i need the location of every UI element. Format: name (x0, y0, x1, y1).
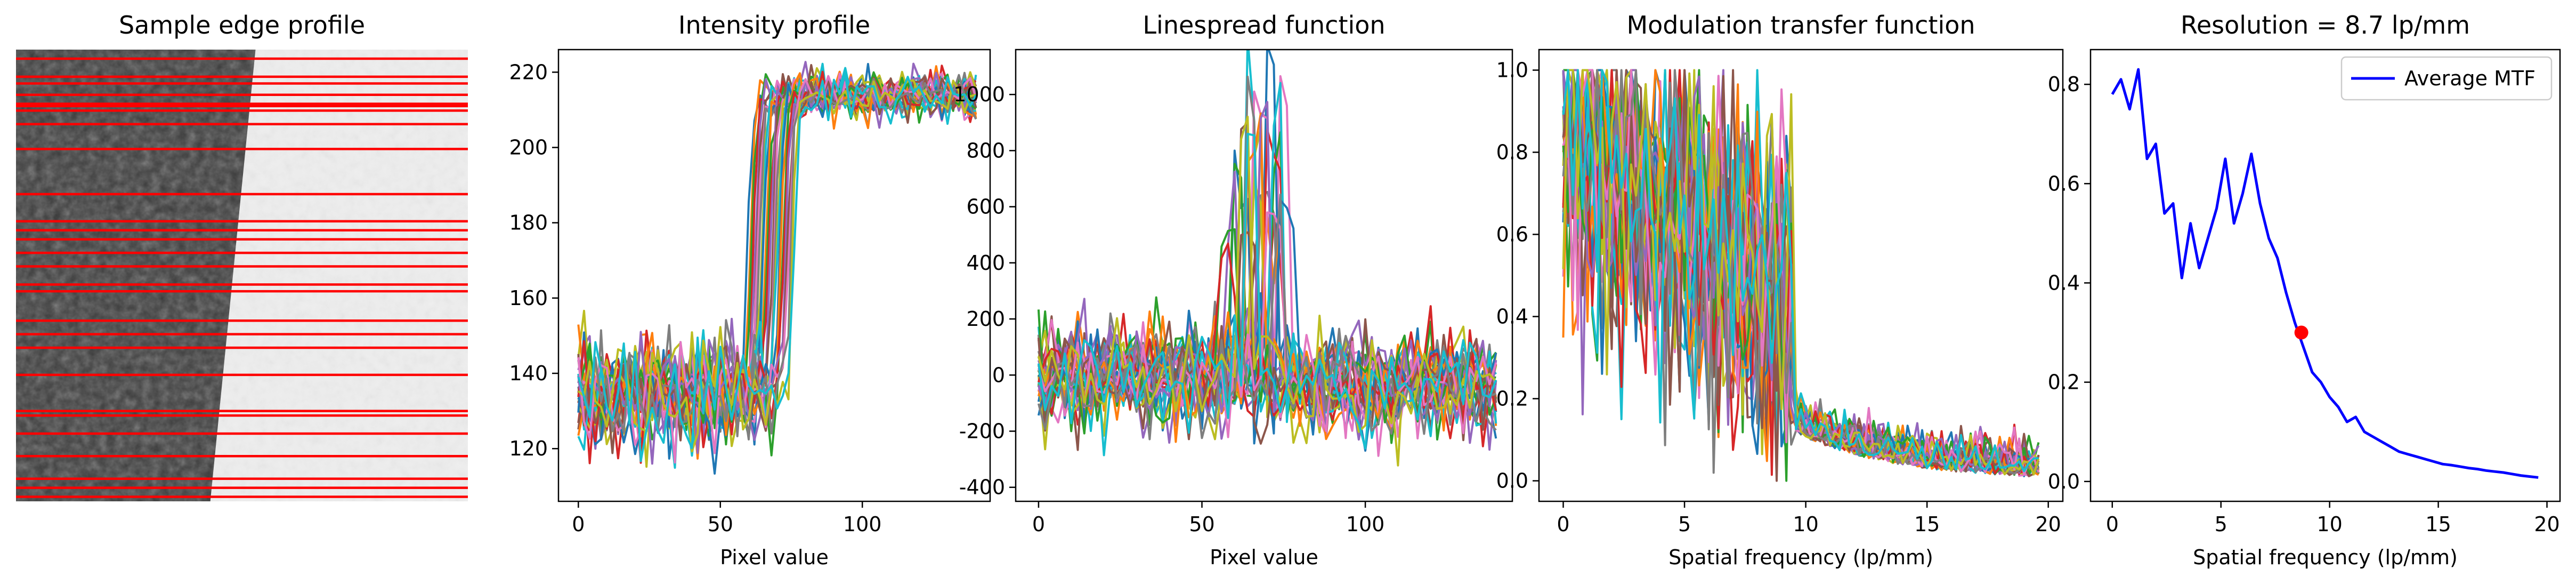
intensity-series-line (577, 75, 977, 464)
y-tick-label: 0.0 (1496, 469, 1528, 493)
mtf-series-line (1562, 69, 2040, 476)
x-tick-label: 0 (2106, 513, 2119, 536)
y-tick-label: 0.0 (2048, 470, 2080, 493)
y-tick-label: 0.2 (1496, 387, 1528, 411)
y-tick-label: 220 (509, 60, 548, 84)
x-tick-label: 20 (2036, 513, 2061, 536)
x-axis-label: Pixel value (720, 546, 829, 569)
lsf-series-line (1037, 115, 1497, 433)
mtf-series-line (1562, 69, 2039, 473)
x-axis-label: Spatial frequency (lp/mm) (1668, 546, 1933, 569)
lsf-series-line (1037, 101, 1497, 441)
panel-title: Resolution = 8.7 lp/mm (2181, 11, 2470, 39)
mtf-series-line (1562, 69, 2039, 475)
panel-title: Linespread function (1143, 11, 1385, 39)
y-tick-label: 0.8 (1496, 141, 1528, 164)
x-tick-label: 0 (572, 513, 585, 536)
x-tick-label: 5 (1678, 513, 1691, 536)
y-tick-label: 0.4 (2048, 271, 2080, 294)
intensity-series-line (577, 71, 977, 465)
y-tick-label: 200 (509, 136, 548, 159)
plot-area (1562, 69, 2040, 482)
intensity-series-line (577, 71, 977, 462)
y-tick-label: 120 (509, 437, 548, 460)
axes-frame (1015, 49, 1513, 502)
y-tick-label: 0.4 (1496, 305, 1528, 329)
average-mtf-panel: Resolution = 8.7 lp/mm 0 5 10 15 20 0.0 0.2 0.4 0… (2048, 11, 2561, 569)
x-tick-label: 20 (2534, 513, 2559, 536)
sample-edge-profile-panel: Sample edge profile (16, 11, 468, 501)
resolution-marker (2294, 325, 2308, 340)
y-tick-label: -200 (959, 419, 1005, 443)
x-tick-label: 10 (1793, 513, 1818, 536)
plot-area (577, 61, 977, 475)
x-tick-label: 100 (1346, 513, 1385, 536)
x-tick-label: 5 (2215, 513, 2227, 536)
average-mtf-line (2111, 68, 2539, 479)
panel-title: Intensity profile (678, 11, 870, 39)
y-tick-label: 800 (966, 139, 1005, 162)
axes-frame (2089, 49, 2561, 502)
x-tick-label: 100 (843, 513, 882, 536)
x-tick-label: 50 (1189, 513, 1214, 536)
y-tick-label: 400 (966, 251, 1005, 275)
intensity-series-line (577, 74, 977, 441)
x-tick-label: 10 (2316, 513, 2342, 536)
y-tick-label: 0.8 (2048, 73, 2080, 96)
linespread-function-panel: Linespread function 0 50 100 -400 -200 0 200 400… (953, 11, 1513, 569)
x-tick-label: 0 (1557, 513, 1569, 536)
y-tick-label: -400 (959, 476, 1005, 499)
x-axis-label: Spatial frequency (lp/mm) (2193, 546, 2458, 569)
y-tick-label: 0.6 (1496, 223, 1528, 246)
y-tick-label: 0.2 (2048, 371, 2080, 394)
mtf-panel: Modulation transfer function 0 5 10 15 20 0.0 0… (1496, 11, 2064, 569)
lsf-series-line (1037, 133, 1497, 450)
y-tick-label: 180 (509, 211, 548, 235)
axes-frame (557, 49, 991, 502)
y-tick-label: 160 (509, 286, 548, 310)
x-tick-label: 15 (2425, 513, 2451, 536)
legend-label: Average MTF (2404, 67, 2536, 90)
x-tick-label: 50 (708, 513, 733, 536)
intensity-profile-panel: Intensity profile 0 50 100 120 140 160 180 200 22… (509, 11, 991, 569)
x-tick-label: 15 (1914, 513, 1940, 536)
panel-title: Modulation transfer function (1626, 11, 1975, 39)
y-tick-label: 140 (509, 362, 548, 385)
y-tick-label: 600 (966, 195, 1005, 219)
plot-area (1037, 50, 1497, 467)
plot-area (2111, 68, 2539, 479)
y-tick-label: 0 (992, 363, 1005, 387)
x-tick-label: 0 (1032, 513, 1045, 536)
y-tick-label: 1000 (953, 83, 1005, 106)
y-tick-label: 200 (966, 307, 1005, 331)
panel-title: Sample edge profile (119, 11, 365, 39)
y-tick-label: 1.0 (1496, 59, 1528, 82)
legend-box (2340, 56, 2553, 101)
legend: Average MTF (2340, 56, 2553, 101)
axes-frame (1538, 49, 2064, 502)
x-axis-label: Pixel value (1210, 546, 1318, 569)
y-tick-label: 0.6 (2048, 172, 2080, 195)
